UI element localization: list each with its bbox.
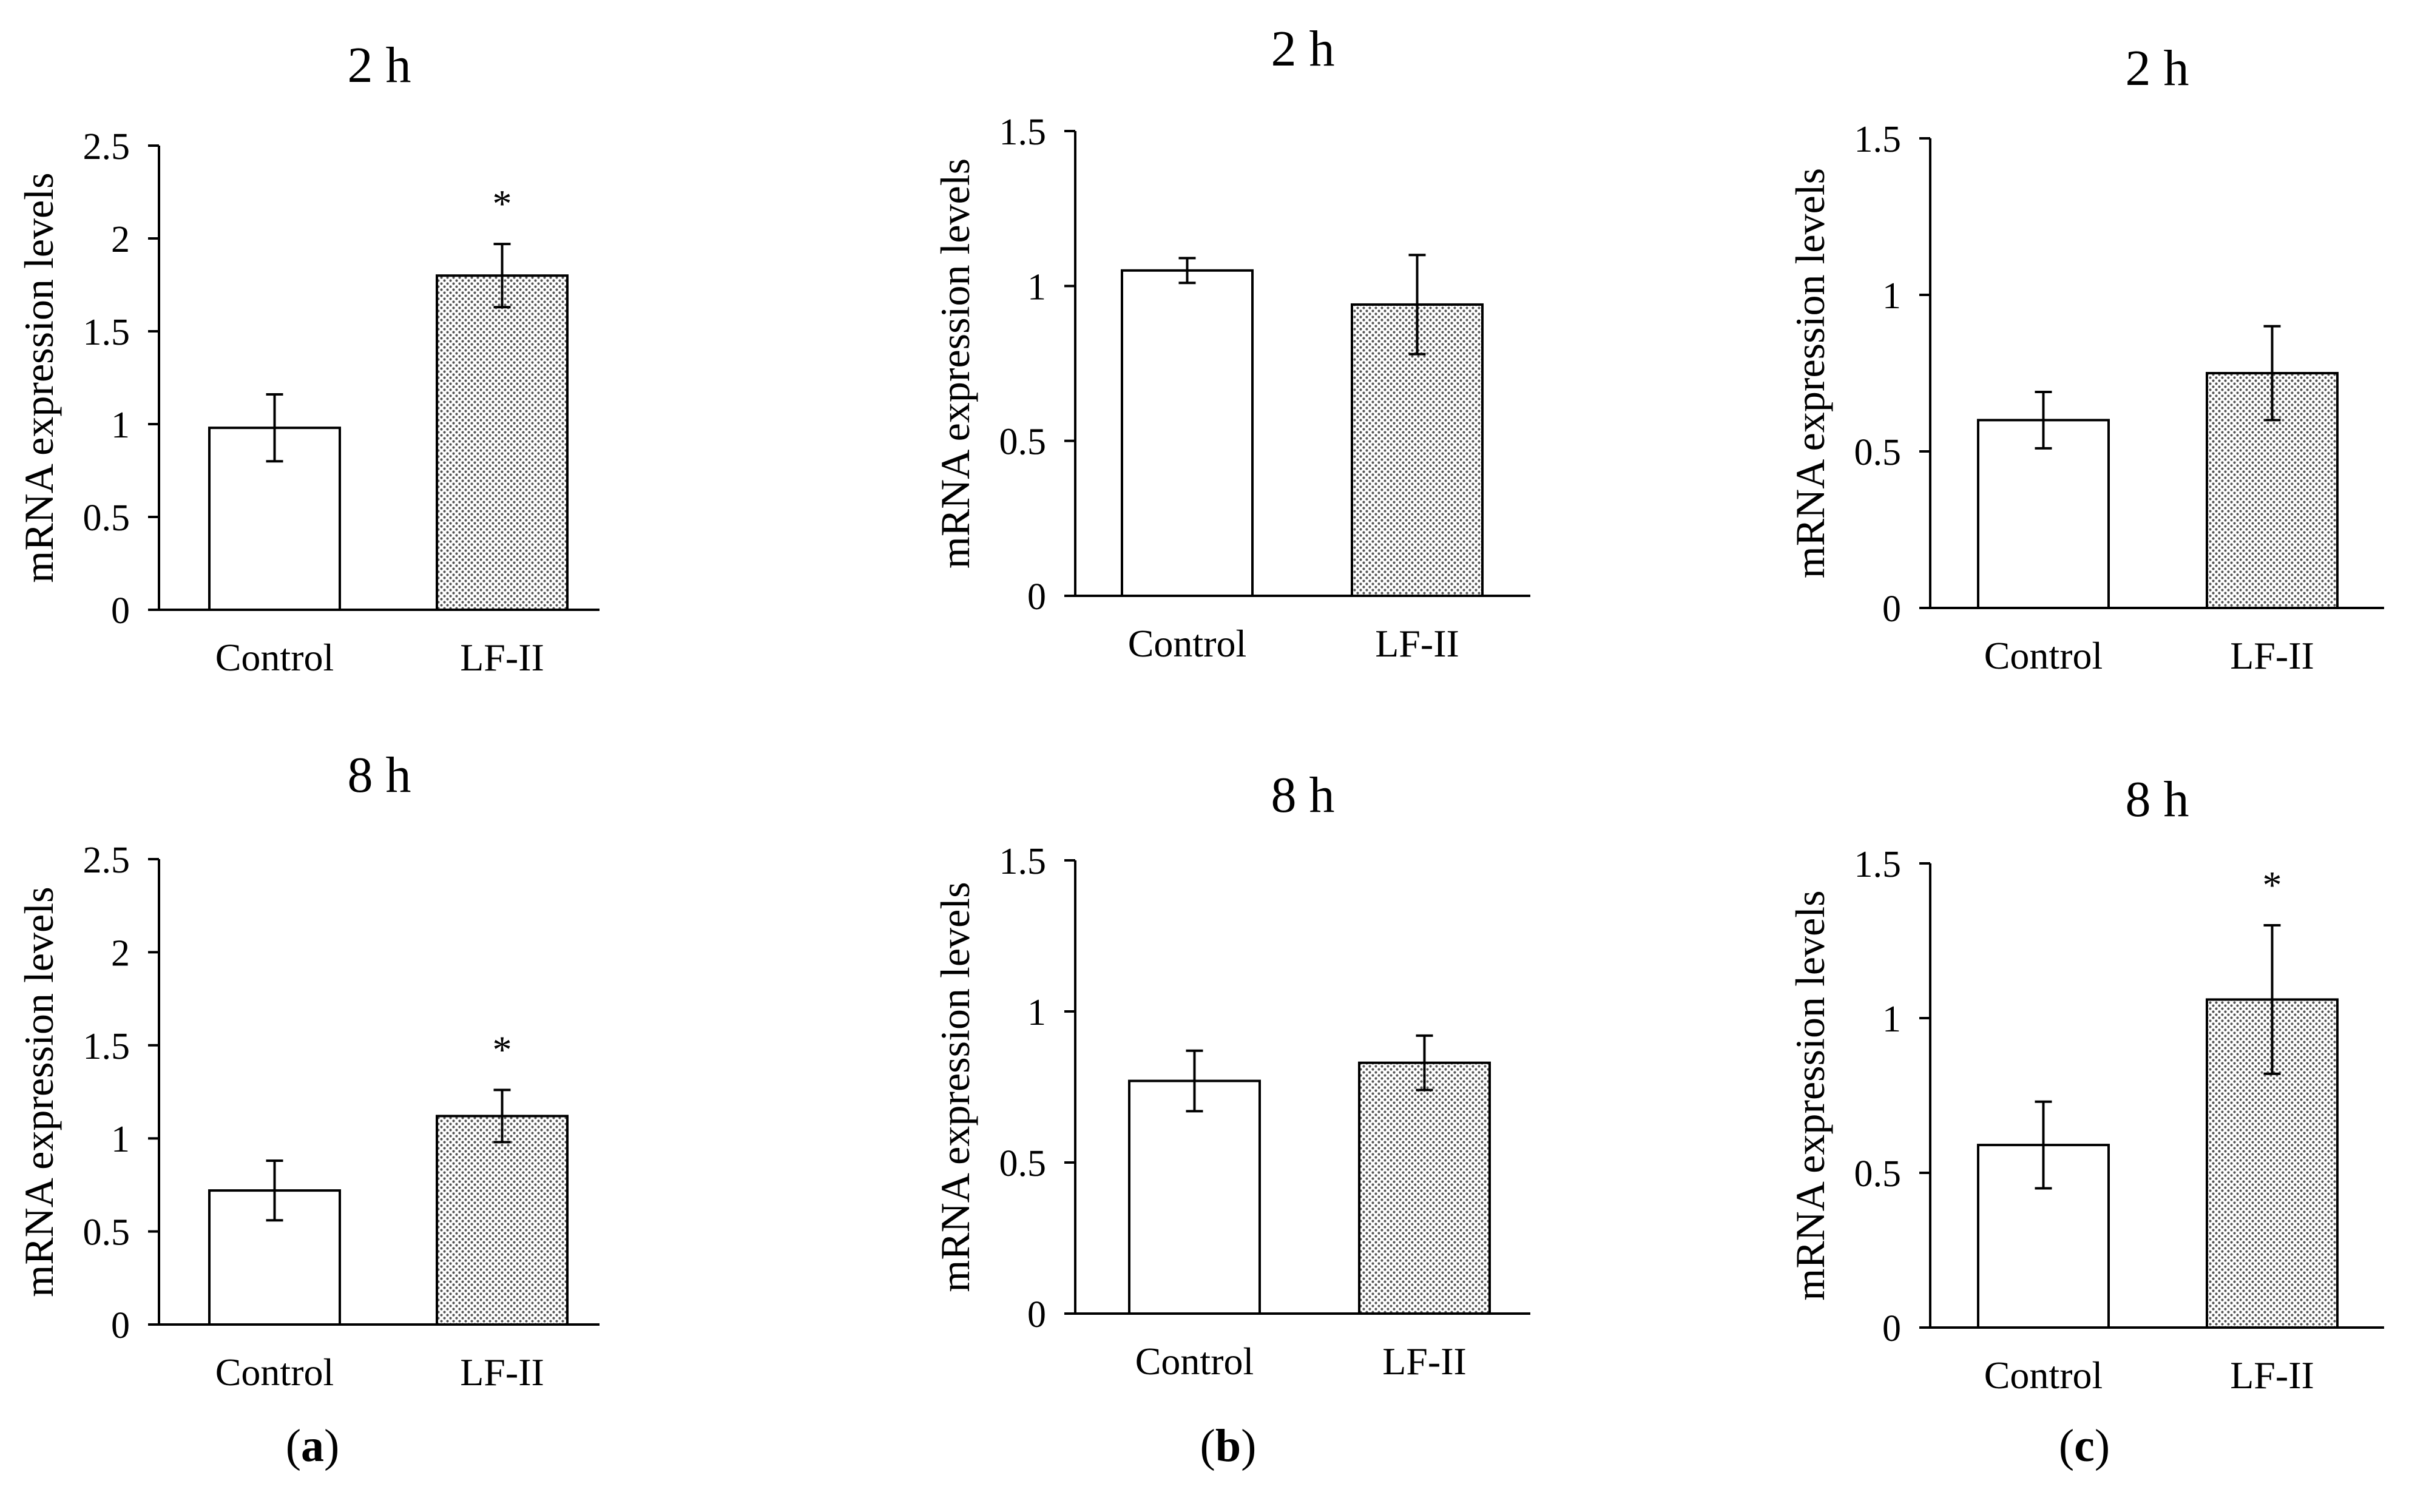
chart-4-title: 8 h [348, 747, 411, 803]
chart-5-ytick-label-3: 1.5 [999, 841, 1047, 882]
chart-6-ytick-label-2: 1 [1882, 999, 1901, 1040]
chart-5-bar-lf-ii [1358, 1061, 1491, 1315]
chart-1-ytick-label-2: 1 [111, 405, 130, 446]
chart-1-ytick-label-4: 2 [111, 219, 130, 260]
chart-6-ytick-label-3: 1.5 [1854, 844, 1902, 885]
panel-label-b: (b) [1200, 1420, 1257, 1471]
chart-5-xtick-label-1: LF-II [1382, 1340, 1467, 1383]
panel-label-c: (c) [2058, 1420, 2110, 1471]
chart-2-ytick-label-2: 1 [1027, 266, 1046, 308]
chart-3-ytick-label-3: 1.5 [1854, 119, 1902, 160]
chart-1-xtick-label-1: LF-II [460, 636, 544, 679]
chart-2-ytick-label-3: 1.5 [999, 112, 1047, 153]
chart-3-xtick-label-1: LF-II [2230, 634, 2314, 677]
chart-4-ytick-label-1: 0.5 [83, 1212, 130, 1254]
chart-1-ytick-label-3: 1.5 [83, 312, 130, 353]
chart-4-significance-1: * [493, 1028, 512, 1071]
chart-5-ylabel: mRNA expression levels [932, 882, 978, 1292]
chart-2-ytick-label-1: 0.5 [999, 422, 1047, 463]
chart-6-ytick-label-0: 0 [1882, 1308, 1901, 1349]
chart-6-xtick-label-1: LF-II [2230, 1354, 2314, 1397]
chart-1-ytick-label-1: 0.5 [83, 498, 130, 539]
chart-2-ytick-label-0: 0 [1027, 576, 1046, 618]
chart-4-ytick-label-3: 1.5 [83, 1026, 130, 1067]
chart-6-significance-1: * [2263, 863, 2282, 906]
chart-2-title: 2 h [1271, 21, 1335, 77]
chart-3-ytick-label-0: 0 [1882, 589, 1901, 630]
chart-4-ylabel: mRNA expression levels [16, 886, 62, 1297]
chart-5-xtick-label-0: Control [1135, 1340, 1254, 1383]
chart-3-ylabel: mRNA expression levels [1787, 168, 1833, 578]
chart-6-title: 8 h [2126, 771, 2189, 828]
chart-3-ytick-label-2: 1 [1882, 275, 1901, 317]
chart-1-ytick-label-0: 0 [111, 590, 130, 632]
chart-5-ytick-label-1: 0.5 [999, 1143, 1047, 1184]
chart-5-title: 8 h [1271, 767, 1335, 823]
chart-5-ytick-label-0: 0 [1027, 1294, 1046, 1335]
chart-4-ytick-label-4: 2 [111, 933, 130, 974]
chart-1-bar-lf-ii [436, 274, 569, 611]
chart-6-xtick-label-0: Control [1984, 1354, 2103, 1397]
chart-1-significance-1: * [493, 182, 512, 225]
chart-1-xtick-label-0: Control [215, 636, 334, 679]
chart-5-ytick-label-2: 1 [1027, 992, 1046, 1033]
chart-3-title: 2 h [2126, 40, 2189, 96]
panel-label-a: (a) [285, 1420, 340, 1471]
chart-4-ytick-label-5: 2.5 [83, 840, 130, 881]
chart-4-bar-lf-ii [436, 1115, 569, 1326]
chart-1-ytick-label-5: 2.5 [83, 126, 130, 167]
chart-4-xtick-label-0: Control [215, 1351, 334, 1394]
chart-4-ytick-label-0: 0 [111, 1305, 130, 1346]
chart-4-xtick-label-1: LF-II [460, 1351, 544, 1394]
chart-6-ylabel: mRNA expression levels [1787, 890, 1833, 1300]
chart-5-bar-control [1128, 1079, 1261, 1315]
chart-2-xtick-label-0: Control [1128, 622, 1247, 665]
chart-4-ytick-label-2: 1 [111, 1119, 130, 1160]
chart-1-title: 2 h [348, 37, 411, 93]
chart-6-ytick-label-1: 0.5 [1854, 1153, 1902, 1195]
chart-2-bar-control [1121, 269, 1254, 597]
chart-2-ylabel: mRNA expression levels [932, 158, 978, 569]
chart-3-xtick-label-0: Control [1984, 634, 2103, 677]
chart-1-ylabel: mRNA expression levels [16, 172, 62, 582]
chart-3-ytick-label-1: 0.5 [1854, 432, 1902, 473]
chart-2-xtick-label-1: LF-II [1375, 622, 1459, 665]
